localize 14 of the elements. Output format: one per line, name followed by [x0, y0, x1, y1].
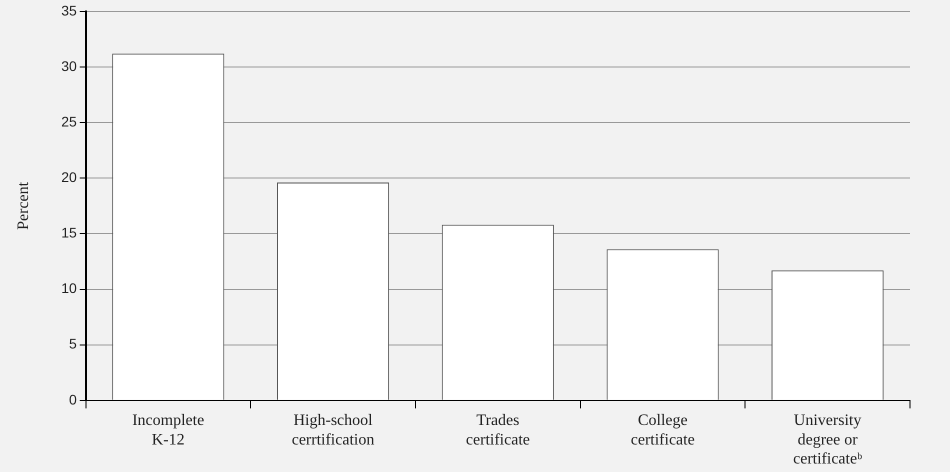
x-tick-label: Trades certificate: [466, 412, 530, 448]
y-tick-label: 20: [61, 168, 77, 185]
y-tick-label: 0: [68, 391, 77, 408]
y-tick-label: 10: [61, 280, 77, 296]
x-tick-label: High-school cerrtification: [292, 412, 374, 448]
x-tick-label: College certificate: [630, 412, 695, 448]
y-axis-title: Percent: [14, 181, 32, 230]
x-tick-label: Incomplete K-12: [132, 412, 204, 448]
y-tick-label: 15: [61, 224, 77, 241]
y-tick-label: 5: [68, 336, 77, 352]
y-tick-label: 35: [61, 2, 77, 18]
x-tick-label: University degree or certificateᵇ: [793, 412, 862, 468]
y-tick-label: 30: [61, 58, 77, 74]
y-tick-label: 25: [61, 113, 77, 130]
